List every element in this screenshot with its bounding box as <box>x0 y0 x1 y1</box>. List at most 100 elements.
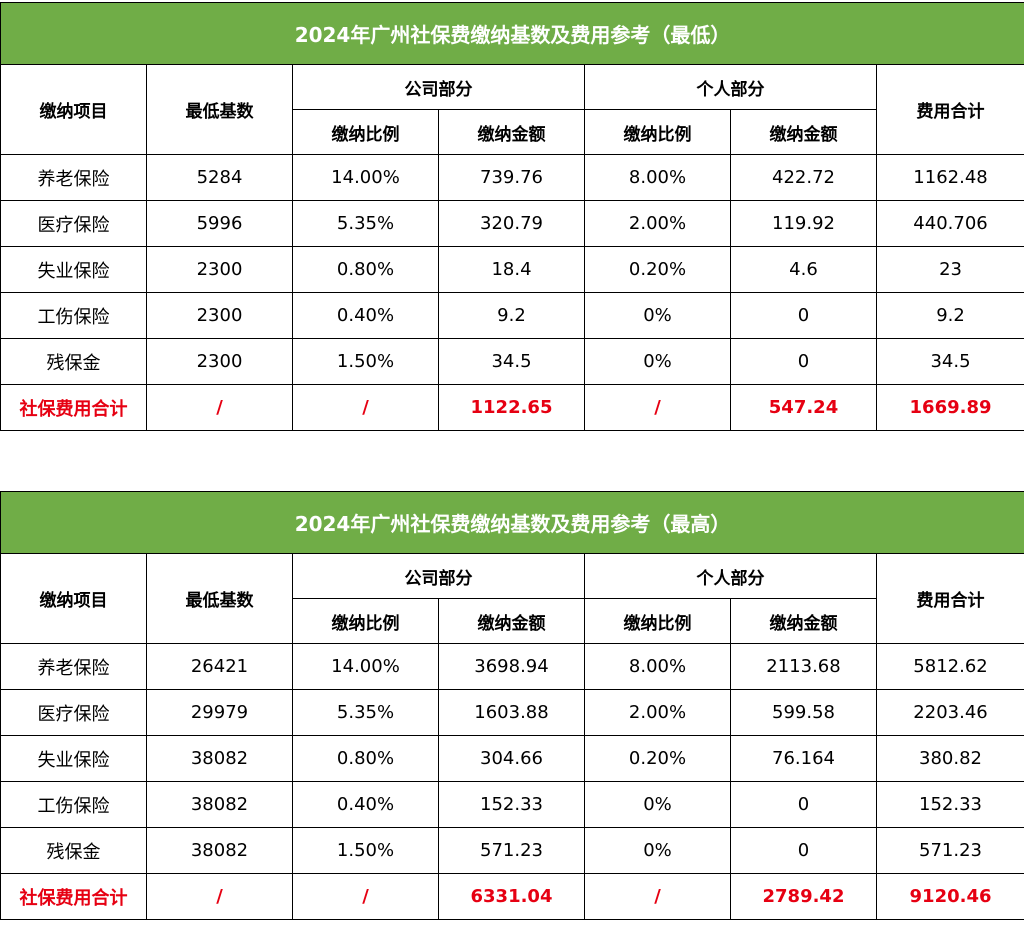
cell-personal-rate: 0% <box>584 827 731 874</box>
cell-company-rate: 5.35% <box>292 689 439 736</box>
cell-company-amount: 3698.94 <box>438 643 585 690</box>
cell-company-amount: 34.5 <box>438 338 585 385</box>
header-base: 最低基数 <box>146 64 293 155</box>
header-company: 公司部分 <box>292 64 585 110</box>
cell-company-amount: 9.2 <box>438 292 585 339</box>
cell-company-rate: 5.35% <box>292 200 439 247</box>
cell-base: 38082 <box>146 735 293 782</box>
total-company-rate: / <box>292 873 439 920</box>
cell-company-rate: 14.00% <box>292 643 439 690</box>
header-personal-amount: 缴纳金额 <box>730 598 877 644</box>
header-personal: 个人部分 <box>584 553 877 599</box>
cell-base: 5996 <box>146 200 293 247</box>
cell-base: 38082 <box>146 827 293 874</box>
cell-total: 571.23 <box>875 827 1024 874</box>
cell-total: 152.33 <box>875 781 1024 828</box>
header-base: 最低基数 <box>146 553 293 644</box>
total-company-rate: / <box>292 384 439 431</box>
header-total: 费用合计 <box>875 64 1024 155</box>
cell-total: 9.2 <box>875 292 1024 339</box>
table-title: 2024年广州社保费缴纳基数及费用参考（最高） <box>0 491 1024 554</box>
total-base: / <box>146 384 293 431</box>
header-personal-rate: 缴纳比例 <box>584 109 731 155</box>
cell-company-rate: 1.50% <box>292 827 439 874</box>
total-personal-amount: 547.24 <box>730 384 877 431</box>
table-row: 养老保险 26421 14.00% 3698.94 8.00% 2113.68 … <box>0 643 1024 690</box>
total-base: / <box>146 873 293 920</box>
total-label: 社保费用合计 <box>0 873 147 920</box>
header-company: 公司部分 <box>292 553 585 599</box>
social-insurance-table-max: 2024年广州社保费缴纳基数及费用参考（最高） 缴纳项目 最低基数 公司部分 个… <box>0 491 1024 920</box>
header-company-rate: 缴纳比例 <box>292 598 439 644</box>
cell-personal-rate: 2.00% <box>584 689 731 736</box>
cell-total: 380.82 <box>875 735 1024 782</box>
header-total: 费用合计 <box>875 553 1024 644</box>
table-row: 残保金 38082 1.50% 571.23 0% 0 571.23 <box>0 827 1024 874</box>
cell-company-rate: 14.00% <box>292 154 439 201</box>
cell-item: 工伤保险 <box>0 292 147 339</box>
table-row: 工伤保险 38082 0.40% 152.33 0% 0 152.33 <box>0 781 1024 828</box>
header-item: 缴纳项目 <box>0 64 147 155</box>
cell-item: 工伤保险 <box>0 781 147 828</box>
cell-company-amount: 18.4 <box>438 246 585 293</box>
header-company-rate: 缴纳比例 <box>292 109 439 155</box>
cell-personal-rate: 0.20% <box>584 735 731 782</box>
header-company-amount: 缴纳金额 <box>438 598 585 644</box>
total-company-amount: 6331.04 <box>438 873 585 920</box>
cell-personal-amount: 599.58 <box>730 689 877 736</box>
cell-personal-amount: 76.164 <box>730 735 877 782</box>
total-label: 社保费用合计 <box>0 384 147 431</box>
cell-item: 残保金 <box>0 338 147 385</box>
cell-total: 34.5 <box>875 338 1024 385</box>
cell-personal-rate: 0.20% <box>584 246 731 293</box>
cell-personal-amount: 2113.68 <box>730 643 877 690</box>
cell-item: 养老保险 <box>0 154 147 201</box>
cell-company-rate: 0.40% <box>292 781 439 828</box>
table-row: 残保金 2300 1.50% 34.5 0% 0 34.5 <box>0 338 1024 385</box>
cell-personal-amount: 0 <box>730 292 877 339</box>
cell-personal-amount: 4.6 <box>730 246 877 293</box>
cell-company-rate: 0.40% <box>292 292 439 339</box>
cell-base: 29979 <box>146 689 293 736</box>
cell-item: 养老保险 <box>0 643 147 690</box>
cell-personal-amount: 0 <box>730 781 877 828</box>
cell-personal-rate: 8.00% <box>584 154 731 201</box>
cell-company-amount: 1603.88 <box>438 689 585 736</box>
table-row: 失业保险 2300 0.80% 18.4 0.20% 4.6 23 <box>0 246 1024 293</box>
cell-company-amount: 739.76 <box>438 154 585 201</box>
cell-personal-rate: 2.00% <box>584 200 731 247</box>
cell-personal-amount: 0 <box>730 338 877 385</box>
cell-company-amount: 320.79 <box>438 200 585 247</box>
cell-company-amount: 152.33 <box>438 781 585 828</box>
cell-item: 医疗保险 <box>0 200 147 247</box>
cell-base: 2300 <box>146 292 293 339</box>
cell-personal-amount: 119.92 <box>730 200 877 247</box>
cell-total: 2203.46 <box>875 689 1024 736</box>
cell-personal-amount: 0 <box>730 827 877 874</box>
cell-personal-rate: 0% <box>584 781 731 828</box>
total-sum: 9120.46 <box>875 873 1024 920</box>
cell-item: 医疗保险 <box>0 689 147 736</box>
table-row: 医疗保险 5996 5.35% 320.79 2.00% 119.92 440.… <box>0 200 1024 247</box>
cell-company-rate: 0.80% <box>292 735 439 782</box>
header-personal-amount: 缴纳金额 <box>730 109 877 155</box>
header-company-amount: 缴纳金额 <box>438 109 585 155</box>
cell-company-rate: 0.80% <box>292 246 439 293</box>
table-title: 2024年广州社保费缴纳基数及费用参考（最低） <box>0 2 1024 65</box>
cell-base: 38082 <box>146 781 293 828</box>
social-insurance-table-min: 2024年广州社保费缴纳基数及费用参考（最低） 缴纳项目 最低基数 公司部分 个… <box>0 2 1024 431</box>
cell-company-amount: 571.23 <box>438 827 585 874</box>
total-personal-rate: / <box>584 873 731 920</box>
table-row: 医疗保险 29979 5.35% 1603.88 2.00% 599.58 22… <box>0 689 1024 736</box>
cell-total: 5812.62 <box>875 643 1024 690</box>
cell-total: 23 <box>875 246 1024 293</box>
table-row: 工伤保险 2300 0.40% 9.2 0% 0 9.2 <box>0 292 1024 339</box>
cell-base: 2300 <box>146 246 293 293</box>
cell-base: 26421 <box>146 643 293 690</box>
cell-item: 失业保险 <box>0 246 147 293</box>
header-personal-rate: 缴纳比例 <box>584 598 731 644</box>
cell-item: 失业保险 <box>0 735 147 782</box>
cell-personal-rate: 8.00% <box>584 643 731 690</box>
cell-personal-amount: 422.72 <box>730 154 877 201</box>
cell-company-amount: 304.66 <box>438 735 585 782</box>
